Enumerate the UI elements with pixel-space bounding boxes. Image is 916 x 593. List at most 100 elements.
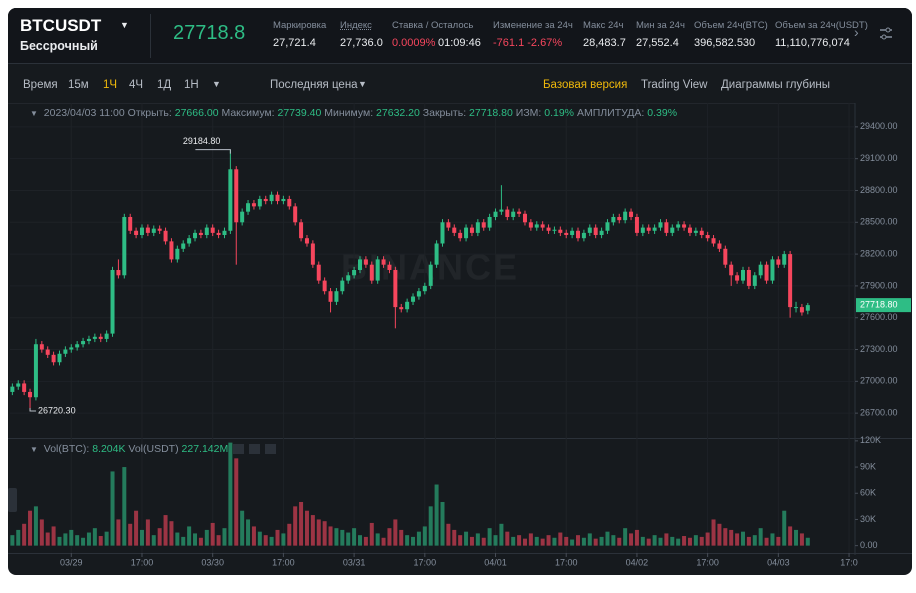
volume-bar [346, 532, 351, 546]
scroll-handle [8, 488, 17, 512]
symbol[interactable]: BTCUSDT [20, 16, 102, 35]
volume-bar [481, 537, 486, 546]
candle-body [381, 259, 386, 265]
volume-bar [576, 535, 581, 546]
candle-body [352, 270, 357, 276]
x-tick-label: 17:00 [414, 557, 437, 567]
view-tab[interactable]: Trading View [641, 79, 708, 91]
volume-bar [216, 535, 221, 546]
candle-body [134, 230, 139, 236]
price-type[interactable]: Последняя цена [270, 79, 358, 91]
volume-legend: ▼ Vol(BTC): 8.204K Vol(USDT) 227.142M [30, 443, 229, 455]
volume-bar [752, 535, 757, 546]
volume-bar [658, 537, 663, 546]
y-tick-label: 29400.00 [860, 121, 898, 131]
legend-label: АМПЛИТУДА: [576, 107, 645, 119]
last-price: 27718.8 [173, 22, 246, 44]
legend-time: 2023/04/03 11:00 [43, 107, 125, 119]
interval-button[interactable]: 1Ч [103, 79, 118, 91]
candle-body [746, 270, 751, 286]
candle-body [322, 280, 327, 292]
candle-body [275, 194, 280, 202]
volume-bar [281, 533, 286, 546]
volume-bar [416, 531, 421, 546]
y-tick-label: 27900.00 [860, 280, 898, 290]
volume-bar [393, 519, 398, 546]
toolbar-divider [8, 63, 912, 64]
y-tick-label: 27000.00 [860, 376, 898, 386]
volume-bar [293, 506, 298, 546]
x-tick-label: 03/29 [60, 557, 83, 567]
y-tick-label: 29100.00 [860, 153, 898, 163]
volume-bar [86, 532, 91, 546]
candle-body [658, 222, 663, 228]
volume-bar [75, 535, 80, 546]
candle-body [664, 222, 669, 233]
candle-body [369, 264, 374, 281]
volume-bar [169, 521, 174, 546]
price-type-caret[interactable]: ▼ [358, 79, 367, 89]
time-label: Время [23, 79, 58, 91]
volume-legend-icon [249, 444, 260, 454]
volume-bar [723, 528, 728, 546]
volume-bar [552, 537, 557, 546]
high-label: 29184.80 [183, 136, 221, 146]
volume-bar [794, 529, 799, 546]
candle-body [293, 206, 298, 223]
volume-bar [499, 523, 504, 546]
interval-button[interactable]: 4Ч [129, 79, 144, 91]
candle-body [593, 227, 598, 236]
interval-button[interactable]: 1Д [157, 79, 172, 91]
candle-body [45, 349, 50, 355]
volume-bar [228, 442, 233, 546]
more-caret[interactable]: ▼ [212, 79, 221, 89]
stat-label: Объем за 24ч(USDT) [775, 20, 868, 31]
candle-body [782, 254, 787, 265]
legend-value: 27718.80 [469, 107, 513, 119]
candle-body [517, 211, 522, 214]
scroll-arrow[interactable]: › [854, 24, 859, 40]
volume-bar [493, 535, 498, 546]
volume-bar [104, 531, 109, 546]
volume-bar [175, 532, 180, 546]
stat-value: -761.1 -2.67% [493, 37, 563, 49]
candle-body [310, 243, 315, 265]
settings-icon[interactable] [878, 26, 894, 42]
stat-value: 27,552.4 [636, 37, 679, 49]
candle-body [581, 232, 586, 239]
volume-bar [381, 537, 386, 546]
stat-value: 28,483.7 [583, 37, 626, 49]
interval-button[interactable]: 1Н [184, 79, 199, 91]
candle-body [145, 227, 150, 233]
stat-value: 27,736.0 [340, 37, 383, 49]
volume-bar [629, 533, 634, 546]
volume-bar [369, 522, 374, 546]
candle-body [193, 232, 198, 239]
candle-body [281, 198, 286, 202]
view-tab[interactable]: Базовая версия [543, 79, 628, 91]
legend-value: 27666.00 [174, 107, 219, 119]
candle-body [405, 301, 410, 310]
candle-body [670, 227, 675, 233]
candle-body [116, 270, 121, 276]
candle-body [363, 259, 368, 265]
volume-bar [776, 536, 781, 546]
y-tick-label: 26700.00 [860, 408, 898, 418]
candle-body [805, 305, 810, 311]
volume-bar [63, 533, 68, 546]
legend-value: 227.142M [181, 443, 229, 455]
view-tab[interactable]: Диаграммы глубины [721, 79, 831, 91]
y-tick-label: 90K [860, 461, 876, 471]
symbol-caret[interactable]: ▼ [120, 20, 129, 30]
candle-body [33, 344, 38, 398]
volume-bar [670, 536, 675, 546]
volume-bar [116, 519, 121, 546]
volume-bar [411, 536, 416, 546]
volume-bar [735, 533, 740, 546]
volume-bar [469, 536, 474, 546]
candle-body [487, 216, 492, 228]
interval-button[interactable]: 15м [68, 79, 89, 91]
volume-bar [464, 531, 469, 546]
volume-bar [758, 528, 763, 546]
